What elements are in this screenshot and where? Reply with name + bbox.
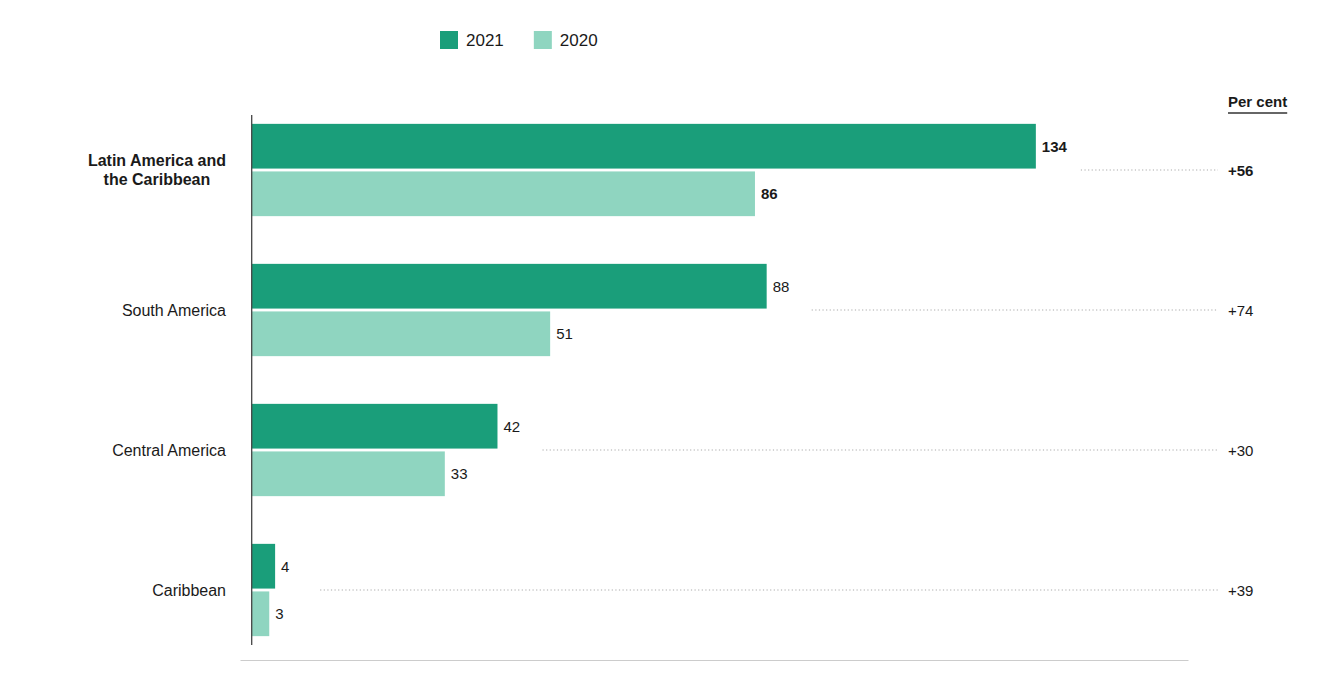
chart: 134884248651333Latin America andthe Cari… [0, 0, 1338, 700]
category-label: Latin America and the Caribbean [88, 152, 226, 188]
change-label: +56 [1228, 162, 1253, 179]
legend-item: 2020 [534, 31, 598, 50]
x-axis-line [241, 660, 1189, 661]
leader-line [812, 309, 1218, 310]
bar [252, 264, 767, 309]
data-label: 51 [556, 325, 573, 342]
change-label: +74 [1228, 302, 1253, 319]
bar [252, 311, 550, 356]
category-label-line: Latin America and [88, 152, 226, 169]
bar [252, 544, 275, 589]
legend: 2021 2020 [440, 31, 598, 50]
category-label-line: Caribbean [152, 582, 226, 599]
data-label: 86 [761, 185, 778, 202]
data-label: 42 [503, 418, 520, 435]
category-label-line: the Caribbean [104, 171, 211, 188]
leader-line [320, 589, 1218, 590]
bar [252, 451, 445, 496]
legend-item: 2021 [440, 31, 504, 50]
leader-line [1081, 169, 1218, 170]
change-label: +30 [1228, 442, 1253, 459]
data-label: 134 [1042, 138, 1068, 155]
legend-label: 2020 [560, 31, 598, 50]
bar [252, 591, 270, 636]
category-label-line: Central America [112, 442, 226, 459]
bar [252, 171, 755, 216]
change-header: Per cent [1228, 93, 1287, 110]
category-label: South America [122, 302, 226, 319]
x-axis [241, 660, 1189, 661]
category-label-line: South America [122, 302, 226, 319]
category-label: Caribbean [152, 582, 226, 599]
data-label: 88 [773, 278, 790, 295]
data-labels: 134884248651333 [275, 138, 1067, 623]
bars [252, 124, 1036, 636]
category-labels: Latin America and the Caribbean South Amer… [88, 152, 226, 599]
data-label: 3 [275, 605, 283, 622]
baseline [251, 115, 252, 645]
data-label: 4 [281, 558, 289, 575]
legend-swatch [534, 31, 552, 49]
change-column: Per cent +56 +74 +30 +39 [320, 93, 1287, 599]
category-label: Central America [112, 442, 226, 459]
leader-line [542, 449, 1218, 450]
legend-swatch [440, 31, 458, 49]
legend-label: 2021 [466, 31, 504, 50]
bar [252, 124, 1036, 169]
bar [252, 404, 498, 449]
change-label: +39 [1228, 582, 1253, 599]
change-header-underline [1228, 112, 1287, 114]
data-label: 33 [451, 465, 468, 482]
